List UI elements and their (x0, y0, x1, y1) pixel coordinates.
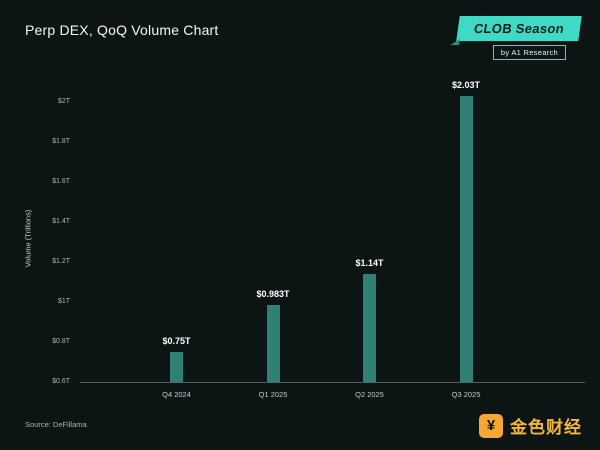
bar-q1-2025 (266, 305, 280, 382)
clob-season-badge: CLOB Season (456, 16, 582, 41)
x-axis-label: Q3 2025 (451, 390, 481, 399)
clob-season-badge-label: CLOB Season (472, 21, 566, 36)
x-axis-label: Q1 2025 (258, 390, 288, 399)
y-tick-label: $0.8T (52, 338, 70, 345)
jinse-finance-logo-text: 金色财经 (510, 418, 582, 437)
source-note: Source: DeFillama (25, 420, 87, 429)
y-axis-label: Volume (Trillions) (23, 209, 33, 268)
y-tick-label: $2T (57, 98, 70, 105)
y-tick-label: $1.2T (52, 258, 70, 265)
page-title: Perp DEX, QoQ Volume Chart (25, 22, 219, 38)
bar-value-label: $1.14T (355, 258, 384, 268)
by-a1-research-badge: by A1 Research (492, 45, 566, 60)
header-badges: CLOB Season by A1 Research (456, 16, 582, 60)
bar-q2-2025 (363, 274, 376, 382)
y-tick-label: $1T (57, 298, 70, 305)
bar-q3-2025 (459, 96, 473, 382)
bar-q4-2024 (170, 352, 183, 382)
bar-value-label: $2.03T (451, 80, 481, 90)
y-tick-label: $1.8T (52, 138, 70, 145)
jinse-finance-logo: ¥ 金色财经 (479, 413, 582, 438)
x-axis-label: Q2 2025 (355, 390, 384, 399)
bar-value-label: $0.983T (256, 289, 290, 300)
jinse-finance-logo-icon: ¥ (479, 413, 503, 438)
y-tick-label: $0.6T (52, 378, 70, 385)
bar-value-label: $0.75T (162, 336, 191, 346)
by-a1-research-badge-label: by A1 Research (500, 48, 558, 57)
y-tick-label: $1.4T (52, 218, 70, 225)
bar-chart-plot-area: $0.6T $0.8T $1T $1.2T $1.4T $1.6T $1.8T $2T $0.7… (52, 80, 585, 399)
y-tick-label: $1.6T (52, 178, 70, 185)
x-axis-label: Q4 2024 (162, 390, 191, 399)
